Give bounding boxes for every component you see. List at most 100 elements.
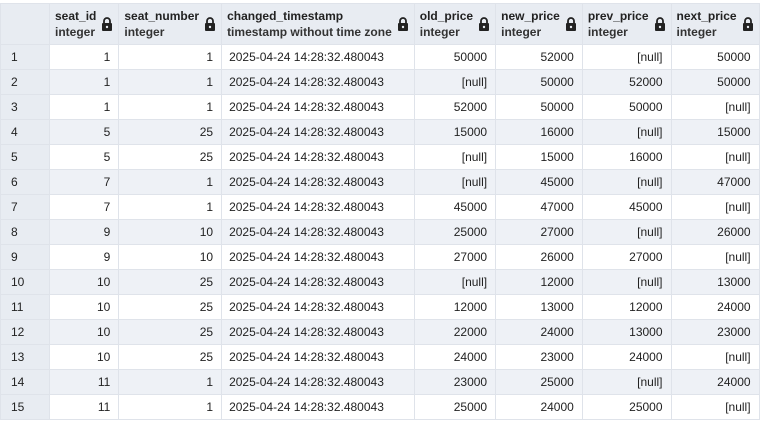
cell-seat-number[interactable]: 1 bbox=[118, 169, 223, 195]
column-header-next-price[interactable]: next_price integer bbox=[670, 3, 760, 45]
cell-old-price[interactable]: 25000 bbox=[413, 219, 497, 245]
cell-next-price[interactable]: 47000 bbox=[670, 169, 760, 195]
cell-seat-number[interactable]: 10 bbox=[118, 219, 223, 245]
row-number[interactable]: 7 bbox=[0, 194, 50, 220]
row-number[interactable]: 10 bbox=[0, 269, 50, 295]
cell-seat-number[interactable]: 25 bbox=[118, 119, 223, 145]
cell-new-price[interactable]: 15000 bbox=[495, 144, 583, 170]
cell-old-price[interactable]: [null] bbox=[413, 69, 497, 95]
column-header-old-price[interactable]: old_price integer bbox=[413, 3, 497, 45]
cell-seat-id[interactable]: 9 bbox=[48, 219, 120, 245]
cell-old-price[interactable]: 23000 bbox=[413, 369, 497, 395]
cell-changed-timestamp[interactable]: 2025-04-24 14:28:32.480043 bbox=[221, 144, 415, 170]
table-row[interactable]: 11 10 25 2025-04-24 14:28:32.480043 12000 130… bbox=[0, 294, 760, 320]
cell-prev-price[interactable]: 12000 bbox=[581, 294, 672, 320]
row-number[interactable]: 11 bbox=[0, 294, 50, 320]
cell-new-price[interactable]: 12000 bbox=[495, 269, 583, 295]
cell-new-price[interactable]: 50000 bbox=[495, 69, 583, 95]
cell-old-price[interactable]: 15000 bbox=[413, 119, 497, 145]
cell-next-price[interactable]: 26000 bbox=[670, 219, 760, 245]
cell-old-price[interactable]: [null] bbox=[413, 169, 497, 195]
cell-seat-number[interactable]: 25 bbox=[118, 144, 223, 170]
cell-prev-price[interactable]: [null] bbox=[581, 169, 672, 195]
cell-seat-number[interactable]: 1 bbox=[118, 94, 223, 120]
cell-new-price[interactable]: 27000 bbox=[495, 219, 583, 245]
cell-next-price[interactable]: 24000 bbox=[670, 294, 760, 320]
cell-seat-id[interactable]: 10 bbox=[48, 269, 120, 295]
cell-changed-timestamp[interactable]: 2025-04-24 14:28:32.480043 bbox=[221, 119, 415, 145]
cell-next-price[interactable]: 13000 bbox=[670, 269, 760, 295]
cell-prev-price[interactable]: 52000 bbox=[581, 69, 672, 95]
row-number[interactable]: 5 bbox=[0, 144, 50, 170]
cell-prev-price[interactable]: 27000 bbox=[581, 244, 672, 270]
table-row[interactable]: 5 5 25 2025-04-24 14:28:32.480043 [null] 1500… bbox=[0, 144, 760, 170]
cell-seat-id[interactable]: 5 bbox=[48, 144, 120, 170]
cell-seat-number[interactable]: 1 bbox=[118, 194, 223, 220]
cell-changed-timestamp[interactable]: 2025-04-24 14:28:32.480043 bbox=[221, 369, 415, 395]
cell-seat-number[interactable]: 10 bbox=[118, 244, 223, 270]
row-number[interactable]: 15 bbox=[0, 394, 50, 420]
column-header-new-price[interactable]: new_price integer bbox=[495, 3, 583, 45]
cell-old-price[interactable]: 25000 bbox=[413, 394, 497, 420]
cell-new-price[interactable]: 45000 bbox=[495, 169, 583, 195]
cell-next-price[interactable]: [null] bbox=[670, 394, 760, 420]
cell-new-price[interactable]: 26000 bbox=[495, 244, 583, 270]
cell-seat-number[interactable]: 1 bbox=[118, 44, 223, 70]
row-number[interactable]: 1 bbox=[0, 44, 50, 70]
cell-seat-id[interactable]: 10 bbox=[48, 294, 120, 320]
cell-next-price[interactable]: 23000 bbox=[670, 319, 760, 345]
cell-changed-timestamp[interactable]: 2025-04-24 14:28:32.480043 bbox=[221, 169, 415, 195]
cell-next-price[interactable]: 24000 bbox=[670, 369, 760, 395]
row-number[interactable]: 6 bbox=[0, 169, 50, 195]
table-row[interactable]: 15 11 1 2025-04-24 14:28:32.480043 25000 2400… bbox=[0, 394, 760, 420]
cell-seat-number[interactable]: 1 bbox=[118, 369, 223, 395]
column-header-prev-price[interactable]: prev_price integer bbox=[581, 3, 672, 45]
row-number[interactable]: 14 bbox=[0, 369, 50, 395]
column-header-changed-timestamp[interactable]: changed_timestamp timestamp without time… bbox=[221, 3, 415, 45]
cell-prev-price[interactable]: [null] bbox=[581, 119, 672, 145]
cell-seat-id[interactable]: 1 bbox=[48, 94, 120, 120]
table-row[interactable]: 9 9 10 2025-04-24 14:28:32.480043 27000 26000… bbox=[0, 244, 760, 270]
cell-seat-id[interactable]: 7 bbox=[48, 194, 120, 220]
table-row[interactable]: 7 7 1 2025-04-24 14:28:32.480043 45000 47000 4… bbox=[0, 194, 760, 220]
cell-seat-number[interactable]: 25 bbox=[118, 294, 223, 320]
cell-changed-timestamp[interactable]: 2025-04-24 14:28:32.480043 bbox=[221, 319, 415, 345]
table-row[interactable]: 2 1 1 2025-04-24 14:28:32.480043 [null] 50000… bbox=[0, 69, 760, 95]
cell-seat-id[interactable]: 11 bbox=[48, 369, 120, 395]
cell-prev-price[interactable]: [null] bbox=[581, 369, 672, 395]
cell-old-price[interactable]: 22000 bbox=[413, 319, 497, 345]
cell-old-price[interactable]: 24000 bbox=[413, 344, 497, 370]
cell-prev-price[interactable]: 45000 bbox=[581, 194, 672, 220]
cell-changed-timestamp[interactable]: 2025-04-24 14:28:32.480043 bbox=[221, 394, 415, 420]
cell-old-price[interactable]: 50000 bbox=[413, 44, 497, 70]
cell-seat-id[interactable]: 10 bbox=[48, 344, 120, 370]
cell-seat-number[interactable]: 25 bbox=[118, 269, 223, 295]
cell-seat-id[interactable]: 1 bbox=[48, 69, 120, 95]
cell-next-price[interactable]: [null] bbox=[670, 94, 760, 120]
cell-next-price[interactable]: [null] bbox=[670, 244, 760, 270]
cell-seat-number[interactable]: 1 bbox=[118, 69, 223, 95]
row-number[interactable]: 13 bbox=[0, 344, 50, 370]
cell-next-price[interactable]: [null] bbox=[670, 344, 760, 370]
cell-prev-price[interactable]: 50000 bbox=[581, 94, 672, 120]
table-row[interactable]: 14 11 1 2025-04-24 14:28:32.480043 23000 2500… bbox=[0, 369, 760, 395]
cell-prev-price[interactable]: [null] bbox=[581, 269, 672, 295]
cell-seat-id[interactable]: 11 bbox=[48, 394, 120, 420]
cell-prev-price[interactable]: 13000 bbox=[581, 319, 672, 345]
table-row[interactable]: 10 10 25 2025-04-24 14:28:32.480043 [null] 12… bbox=[0, 269, 760, 295]
cell-seat-number[interactable]: 25 bbox=[118, 319, 223, 345]
column-header-seat-id[interactable]: seat_id integer bbox=[48, 3, 120, 45]
row-number[interactable]: 4 bbox=[0, 119, 50, 145]
table-row[interactable]: 3 1 1 2025-04-24 14:28:32.480043 52000 50000 5… bbox=[0, 94, 760, 120]
row-number[interactable]: 8 bbox=[0, 219, 50, 245]
cell-seat-number[interactable]: 1 bbox=[118, 394, 223, 420]
table-row[interactable]: 13 10 25 2025-04-24 14:28:32.480043 24000 230… bbox=[0, 344, 760, 370]
cell-seat-id[interactable]: 1 bbox=[48, 44, 120, 70]
row-number[interactable]: 12 bbox=[0, 319, 50, 345]
cell-new-price[interactable]: 25000 bbox=[495, 369, 583, 395]
cell-old-price[interactable]: 27000 bbox=[413, 244, 497, 270]
cell-changed-timestamp[interactable]: 2025-04-24 14:28:32.480043 bbox=[221, 219, 415, 245]
row-number[interactable]: 3 bbox=[0, 94, 50, 120]
cell-new-price[interactable]: 24000 bbox=[495, 394, 583, 420]
cell-new-price[interactable]: 13000 bbox=[495, 294, 583, 320]
